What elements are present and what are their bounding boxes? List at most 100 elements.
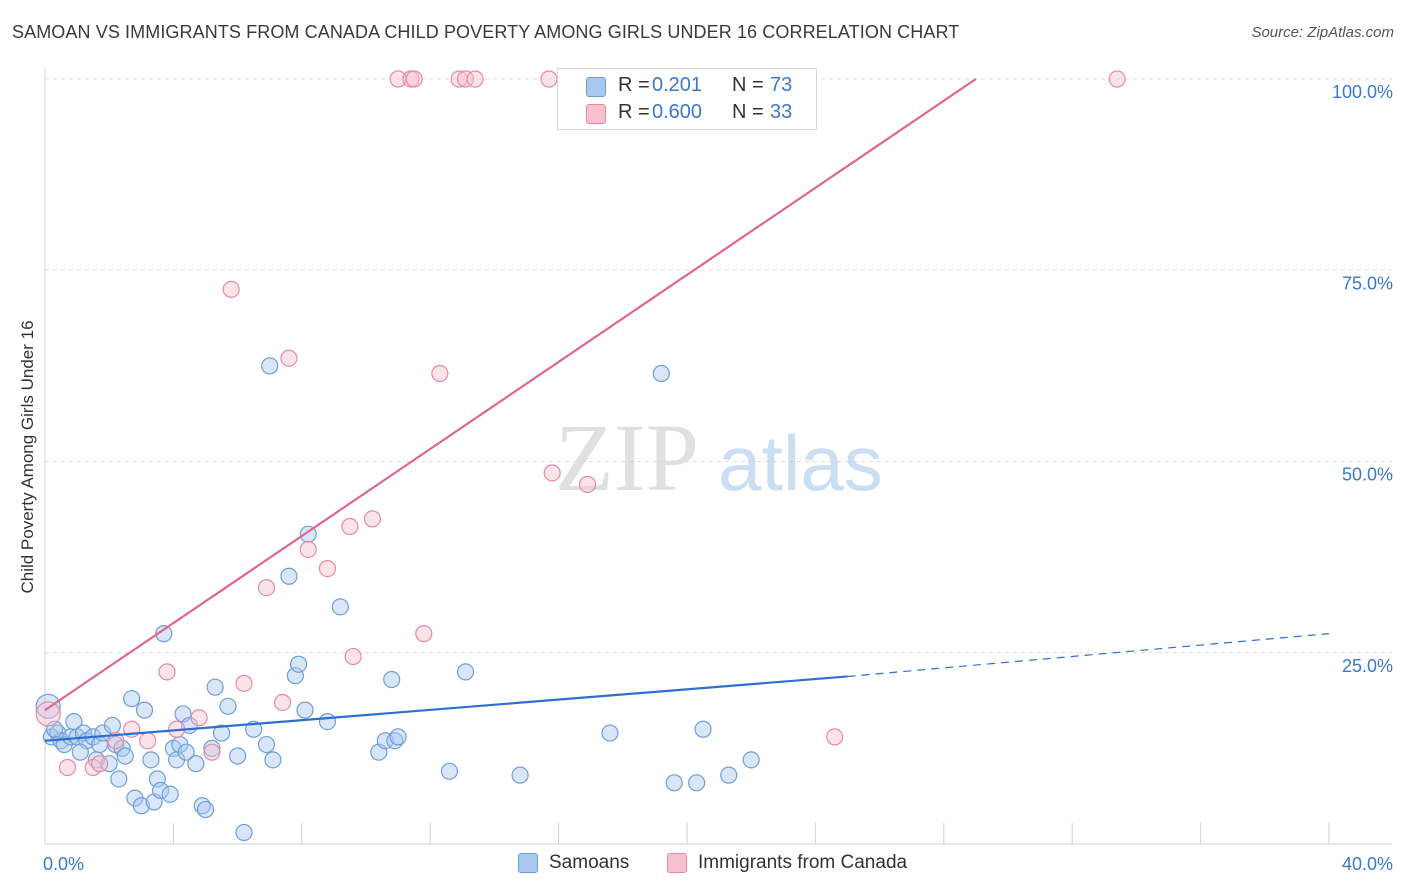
data-point [296,701,314,719]
data-point [35,701,61,727]
data-point [203,739,221,757]
watermark-atlas: atlas [718,419,883,507]
chart-source: Source: ZipAtlas.com [1251,24,1394,41]
trend-line-0 [44,675,848,742]
data-point [58,758,77,777]
stats-row-canada: R = 0.600 N = 33 [558,101,818,127]
axes [44,68,1392,845]
data-point [456,70,475,88]
data-point [720,766,738,784]
data-point [132,797,150,815]
data-point [363,510,382,528]
data-point [405,70,423,88]
data-point [601,724,619,742]
stats-legend: R = 0.201 N = 73 R = 0.600 N = 33 [557,68,817,130]
data-point [35,693,61,719]
data-point [90,755,109,773]
data-point [158,663,176,681]
data-point [151,781,170,800]
data-point [389,728,407,746]
data-point [826,728,844,746]
stats-n-value: 73 [770,74,793,96]
data-point [100,755,118,773]
data-point [139,732,157,750]
data-point [235,823,253,842]
data-point [235,674,253,692]
data-point [318,712,337,731]
data-point [257,735,276,754]
stats-row-samoans: R = 0.201 N = 73 [558,74,818,100]
data-point [261,357,279,375]
data-point [71,743,89,761]
x-tick-label-min: 0.0% [43,854,84,874]
data-point [135,701,154,719]
data-point [273,693,292,712]
data-point [665,774,683,792]
data-point [212,724,231,742]
data-point [222,280,240,298]
data-point [383,670,401,689]
data-point [694,720,712,738]
x-tick-label-max: 40.0% [1342,854,1393,874]
data-point [280,567,298,585]
data-point [289,655,308,673]
data-point [511,766,529,784]
stats-r-label: R = [618,74,650,96]
data-point [431,364,449,383]
data-point [299,540,317,559]
data-point [415,625,433,643]
data-point [257,579,276,597]
y-axis-label: Child Poverty Among Girls Under 16 [18,320,37,593]
chart-title: SAMOAN VS IMMIGRANTS FROM CANADA CHILD P… [12,22,960,42]
axis-labels: 25.0% 50.0% 75.0% 100.0% 0.0% 40.0% [43,82,1393,874]
legend-label-canada: Immigrants from Canada [698,852,908,873]
data-point [331,598,349,616]
data-point [142,751,160,769]
data-point [341,517,359,536]
data-point [203,743,221,761]
data-point [116,747,134,765]
data-point [318,559,337,578]
legend-item-samoans[interactable]: Samoans [518,852,629,874]
data-point [187,755,205,773]
data-point [206,678,224,696]
trend-line-1 [44,78,977,712]
data-point [540,70,558,88]
stats-r-label: R = [618,101,650,123]
stats-n-label: N = [732,101,764,123]
stats-n-label: N = [732,74,764,96]
data-point [344,647,362,666]
data-point [742,751,760,769]
stats-n-value: 33 [770,101,793,123]
y-tick-label: 75.0% [1342,273,1393,293]
series-0-points [35,357,760,842]
data-point [466,70,484,88]
legend-item-canada[interactable]: Immigrants from Canada [667,852,907,874]
legend-swatch-canada [667,853,687,873]
stats-r-value: 0.201 [652,74,703,96]
legend: Samoans Immigrants from Canada [0,852,1406,876]
data-point [219,697,237,715]
data-point [196,800,215,819]
data-point [376,732,394,750]
trend-lines [44,78,1330,742]
data-points [35,70,1126,842]
data-point [1108,70,1126,88]
data-point [190,709,208,727]
legend-swatch-samoans [518,853,538,873]
stats-r-value: 0.600 [652,101,703,123]
stats-swatch-canada [586,104,606,124]
data-point [456,663,475,681]
data-point [123,690,141,708]
data-point [229,747,247,765]
data-point [578,475,597,494]
series-1-points [35,70,1126,777]
data-point [161,785,179,803]
data-point [688,774,706,792]
data-point [652,364,670,383]
data-point [280,349,298,367]
trend-line-extension-0 [847,633,1330,678]
data-point [177,743,195,761]
data-point [110,770,128,788]
